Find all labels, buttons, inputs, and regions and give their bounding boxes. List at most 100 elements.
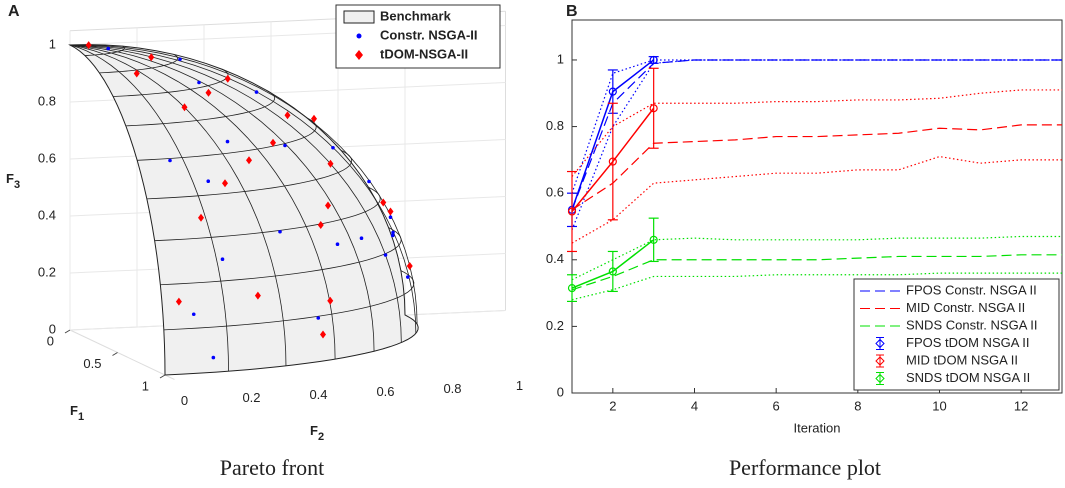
- point: [390, 233, 395, 238]
- point: [222, 179, 228, 188]
- z-tick-label: 0.4: [38, 207, 56, 222]
- axis-label: F3: [6, 171, 20, 190]
- mesh-line: [69, 44, 375, 352]
- legend-label: Constr. NSGA-II: [380, 27, 478, 42]
- y-tick-label: 0: [181, 393, 188, 408]
- axis-label-text: F: [6, 171, 14, 186]
- z-tick-label: 0: [49, 321, 56, 336]
- y-tick-label: 0.6: [376, 384, 394, 399]
- legend-swatch: [875, 338, 885, 349]
- point: [224, 74, 231, 83]
- z-tick-label: 0.2: [38, 264, 56, 279]
- legend-label: MID Constr. NSGA II: [906, 300, 1025, 315]
- point: [205, 88, 212, 97]
- legend-label: FPOS Constr. NSGA II: [906, 282, 1037, 297]
- y-tick-label: 0.2: [242, 390, 260, 405]
- point: [254, 291, 261, 300]
- x-tick-label: 0: [47, 333, 54, 348]
- x-tick-label: 8: [854, 398, 861, 413]
- legend-swatch: [355, 50, 363, 60]
- caption: Pareto front: [220, 455, 324, 480]
- y-tick-label: 0: [557, 384, 564, 399]
- error-bar: [567, 274, 577, 303]
- legend-label: SNDS tDOM NSGA II: [906, 370, 1030, 385]
- point: [270, 138, 276, 147]
- point: [254, 90, 259, 94]
- mesh-line: [69, 44, 417, 334]
- point: [331, 145, 335, 150]
- point: [367, 179, 371, 184]
- mesh-line: [69, 44, 229, 372]
- y-tick-label: 0.4: [309, 387, 327, 402]
- legend-swatch: [343, 10, 375, 24]
- legend-label: tDOM-NSGA-II: [380, 46, 468, 61]
- marker: [567, 207, 577, 216]
- x-tick-label: 1: [142, 378, 149, 393]
- y-tick-label: 0.6: [546, 185, 564, 200]
- point: [106, 46, 111, 51]
- legend-label: MID tDOM NSGA II: [906, 352, 1018, 367]
- point: [206, 179, 211, 183]
- point: [325, 201, 331, 210]
- legend-label: SNDS Constr. NSGA II: [906, 317, 1038, 332]
- tick-mark: [64, 329, 71, 334]
- series-line: [571, 59, 1062, 194]
- point: [317, 221, 324, 229]
- y-tick-label: 0.8: [546, 118, 564, 133]
- point: [327, 159, 334, 168]
- x-tick-label: 12: [1014, 398, 1028, 413]
- error-bar: [648, 217, 659, 263]
- caption: Performance plot: [729, 455, 881, 480]
- axis-label: F1: [70, 403, 84, 422]
- marker: [567, 283, 577, 293]
- mesh-line: [69, 44, 336, 360]
- x-tick-label: 4: [691, 398, 698, 413]
- marker: [649, 55, 658, 65]
- point: [406, 275, 410, 279]
- legend-label: FPOS tDOM NSGA II: [906, 335, 1030, 350]
- marker: [608, 87, 617, 96]
- tick-mark: [159, 374, 166, 379]
- legend-box: [853, 278, 1060, 391]
- point: [168, 158, 172, 163]
- axis-label: F2: [310, 423, 324, 442]
- mesh-line: [69, 44, 402, 343]
- y-tick-label: 0.4: [546, 251, 564, 266]
- box-edge: [69, 329, 175, 380]
- x-tick-label: 10: [932, 398, 946, 413]
- point: [283, 143, 287, 148]
- point: [225, 139, 230, 144]
- point: [327, 296, 334, 305]
- point: [320, 330, 326, 339]
- point: [335, 242, 340, 246]
- point: [359, 236, 364, 240]
- tick-mark: [112, 352, 118, 356]
- marker: [649, 235, 658, 244]
- point: [175, 297, 182, 306]
- x-axis-label: Iteration: [794, 420, 841, 435]
- point: [197, 80, 201, 85]
- y-tick-label: 0.2: [546, 318, 564, 333]
- point: [85, 41, 92, 50]
- y-tick-label: 1: [557, 51, 564, 66]
- y-tick-label: 0.8: [443, 381, 461, 396]
- point: [181, 103, 188, 112]
- panel-label: B: [566, 3, 578, 20]
- legend-swatch: [356, 33, 362, 39]
- point: [211, 355, 216, 360]
- x-tick-label: 2: [609, 398, 616, 413]
- point: [316, 316, 321, 320]
- point: [148, 53, 155, 62]
- z-tick-label: 1: [49, 36, 56, 51]
- series-line: [571, 254, 1062, 291]
- point: [391, 230, 395, 235]
- point: [178, 57, 182, 62]
- mesh-line: [69, 44, 418, 325]
- point: [388, 215, 393, 219]
- error-bar: [648, 67, 659, 149]
- x-tick-label: 6: [773, 398, 780, 413]
- marker: [608, 157, 617, 166]
- error-bar: [607, 102, 618, 221]
- point: [278, 229, 282, 234]
- marker: [649, 104, 658, 113]
